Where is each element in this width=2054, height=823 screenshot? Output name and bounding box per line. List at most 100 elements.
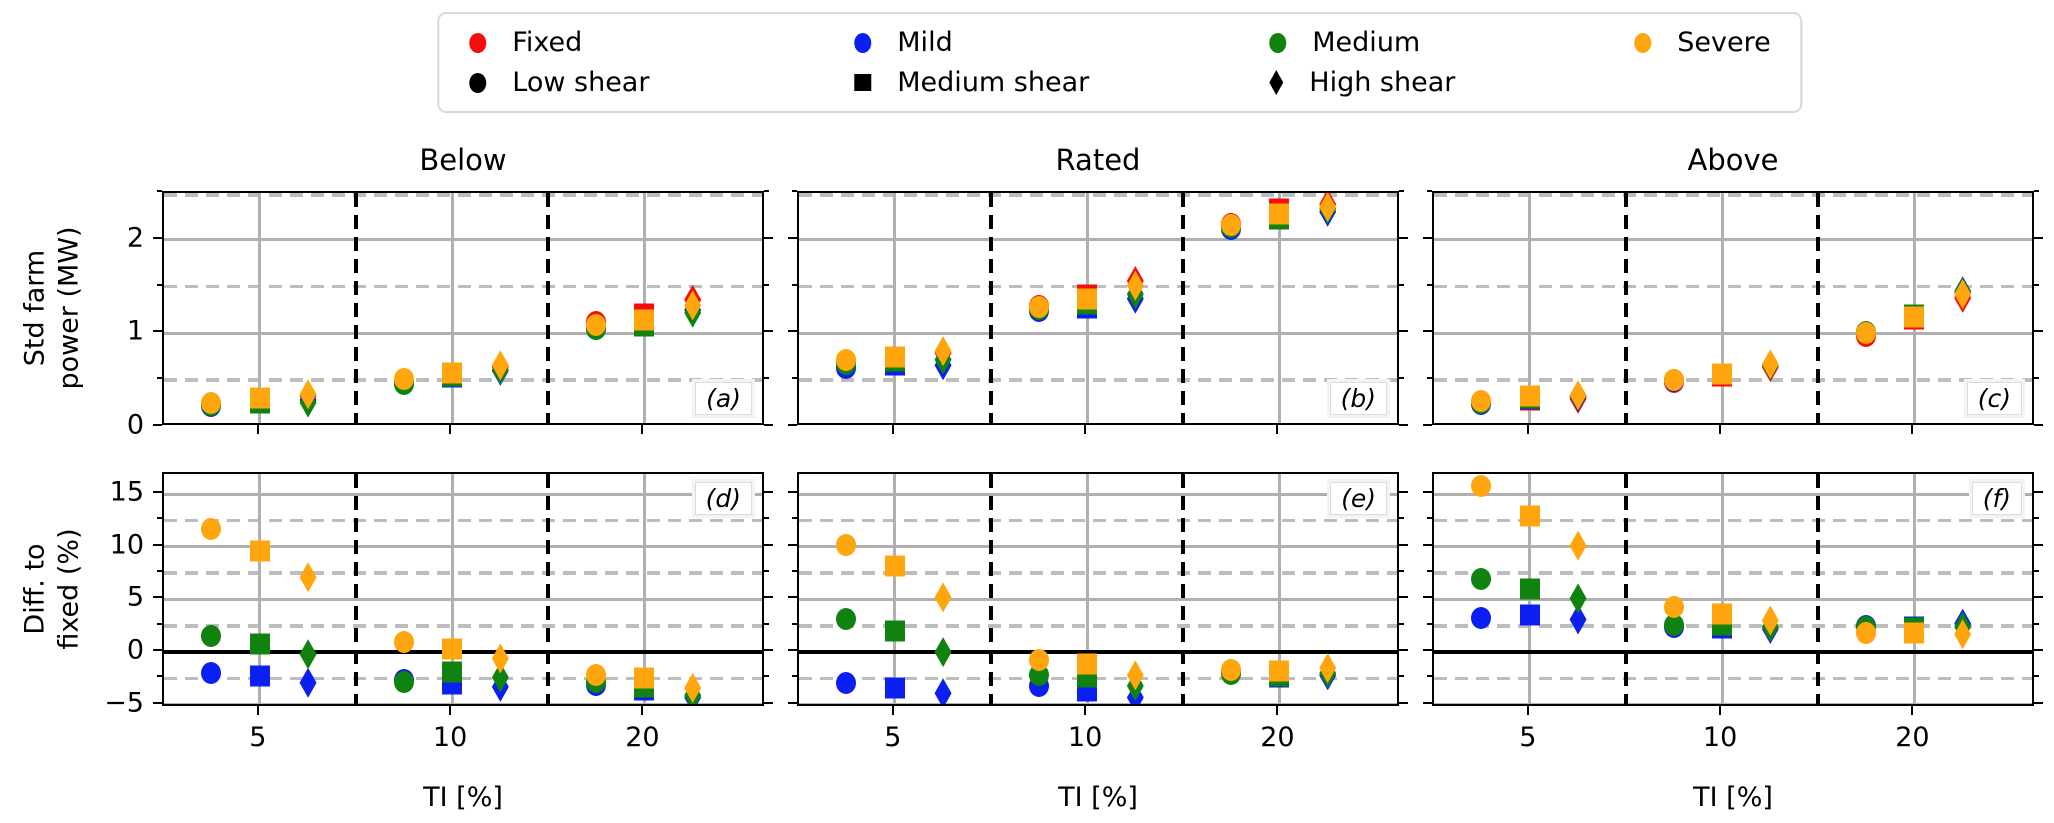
marker-severe-medium-shear [249,540,270,562]
x-tickmark-5 [891,706,894,715]
marker-severe-medium-shear [249,387,270,409]
marker-severe-high-shear [934,582,952,613]
gridline-x-5 [258,474,262,704]
y-tickmark-right--5 [2034,701,2043,704]
gridline-dashed-y-12.5 [1434,518,2032,523]
gridline-dashed-y-2.5 [799,624,1397,628]
y-tickmark-left-1 [1423,330,1432,333]
y-tickmark-left--2.5 [792,675,797,678]
y-tickmark-left-10 [153,543,162,546]
y-tickmark-right-2 [2034,236,2043,239]
gridline-y-5 [1434,597,2032,601]
x-tickmark-5 [1526,706,1529,715]
gridline-dashed-y-2.5 [799,193,1397,197]
gridline-y-10 [1434,545,2032,549]
panel-c: (c) [1432,191,2034,425]
y-tickmark-right-10 [2034,543,2043,546]
x-tickmark-10 [449,425,452,434]
panel-letter-label: (e) [1330,482,1387,515]
gridline-x-5 [258,193,262,423]
legend-label: Medium shear [897,66,1090,98]
y-tickmark-left-1 [153,330,162,333]
y-tickmark-left-12.5 [157,517,162,520]
zero-line [799,650,1397,654]
x-tick-label-20: 20 [625,722,660,753]
marker-severe-high-shear [1954,619,1972,650]
marker-severe-low-shear [393,631,414,654]
circle-icon [1269,32,1287,53]
gridline-y-5 [799,597,1397,601]
marker-severe-medium-shear [634,667,655,689]
gridline-y-1 [799,331,1397,335]
y-tickmark-left-2 [1423,236,1432,239]
gridline-dashed-y-2.5 [164,624,762,628]
marker-severe-medium-shear [1712,363,1733,385]
marker-mild-high-shear [1569,604,1587,635]
gridline-dashed-y-0.5 [1434,378,2032,382]
y-tickmark-right-0.5 [1399,377,1404,380]
marker-severe-high-shear [299,562,317,593]
marker-severe-high-shear [299,379,317,410]
gridline-x-20 [1277,193,1281,423]
x-tickmark-10 [1719,425,1722,434]
gridline-y-5 [164,597,762,601]
marker-severe-low-shear [1856,622,1877,645]
marker-medium-high-shear [934,637,952,668]
marker-severe-medium-shear [1904,622,1925,644]
marker-medium-medium-shear [884,620,905,642]
legend-box: Fixed Mild Medium Severe Low shear Medium she… [437,12,1803,114]
y-tickmark-right-15 [1399,491,1408,494]
marker-severe-high-shear [491,350,509,381]
y-tickmark-right--2.5 [2034,675,2039,678]
marker-mild-low-shear [201,662,222,685]
marker-medium-low-shear [201,625,222,648]
group-separator-2 [546,193,550,423]
y-tickmark-right-2.5 [764,622,769,625]
y-tickmark-left-0 [788,424,797,426]
y-tickmark-right-5 [2034,596,2043,599]
y-tickmark-right-12.5 [2034,517,2039,520]
x-tickmark-10 [449,706,452,715]
y-tickmark-right-1.5 [1399,283,1404,286]
legend-item-mild: Mild [854,28,1269,58]
x-tickmark-20 [641,706,644,715]
gridline-dashed-y-2.5 [1434,624,2032,628]
gridline-dashed-y-1.5 [799,284,1397,289]
gridline-dashed-y-2.5 [164,193,762,197]
group-separator-2 [1181,474,1185,704]
marker-severe-high-shear [684,672,702,703]
gridline-dashed-y-0.5 [799,378,1397,382]
group-separator-1 [354,474,358,704]
zero-line [164,650,762,654]
y-tickmark-left-7.5 [792,570,797,573]
gridline-y-2 [164,238,762,242]
y-tickmark-left-2.5 [157,622,162,625]
y-tickmark-left-1.5 [157,283,162,286]
gridline-x-10 [450,474,454,704]
x-tickmark-5 [891,425,894,434]
panel-letter-label: (c) [1966,382,2022,415]
y-tickmark-right-0 [1399,649,1408,652]
legend-label: Mild [897,27,953,58]
marker-severe-high-shear [1319,652,1337,683]
marker-medium-low-shear [1028,664,1049,687]
group-separator-2 [1816,474,1820,704]
y-tickmark-right-2.5 [2034,622,2039,625]
marker-severe-low-shear [1856,322,1877,345]
marker-mild-high-shear [934,678,952,704]
marker-medium-medium-shear [442,661,463,683]
marker-severe-medium-shear [884,346,905,368]
gridline-y--5 [1434,703,2032,704]
marker-severe-high-shear [1954,279,1972,310]
marker-medium-high-shear [1569,583,1587,614]
y-tickmark-left-1.5 [792,283,797,286]
group-separator-2 [1181,193,1185,423]
y-tick-label--5: −5 [104,687,144,719]
gridline-dashed-y--2.5 [1434,676,2032,681]
gridline-x-10 [1720,193,1724,423]
marker-severe-medium-shear [1712,603,1733,625]
y-tickmark-right-12.5 [1399,517,1404,520]
marker-severe-low-shear [836,348,857,371]
panel-f: (f) [1432,472,2034,706]
legend-item-medium-shear: Medium shear [854,66,1269,98]
